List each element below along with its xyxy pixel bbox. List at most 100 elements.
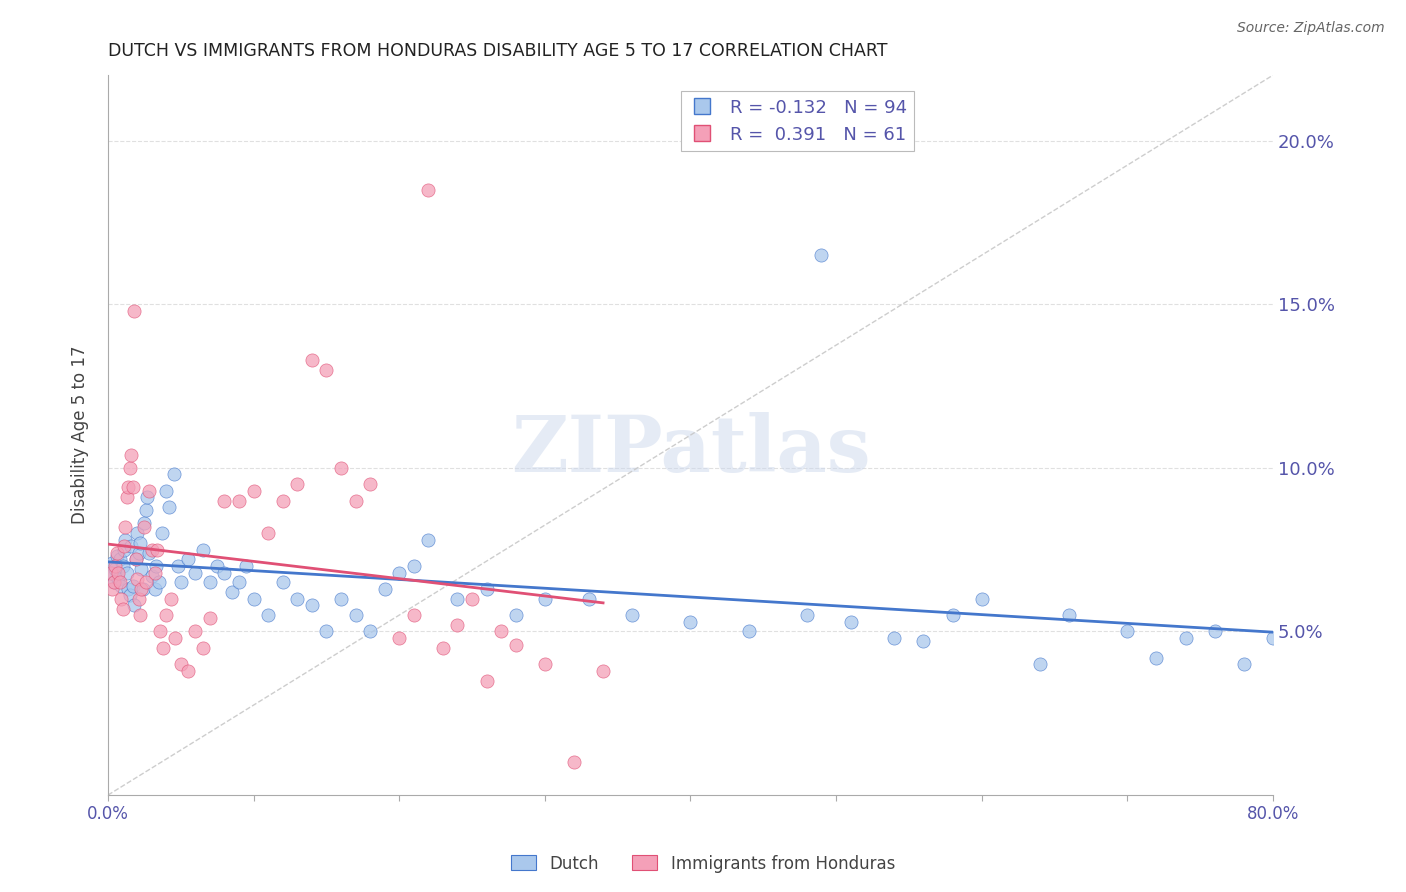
- Point: [162, 467, 184, 482]
- Point: [100, 566, 122, 580]
- Point: [138, 483, 160, 498]
- Point: [117, 582, 139, 596]
- Point: [157, 500, 180, 515]
- Point: [1364, 631, 1386, 645]
- Point: [145, 559, 167, 574]
- Point: [418, 533, 440, 547]
- Point: [446, 591, 468, 606]
- Y-axis label: Disability Age 5 to 17: Disability Age 5 to 17: [72, 346, 89, 524]
- Point: [111, 601, 134, 615]
- Point: [108, 552, 131, 566]
- Point: [122, 303, 145, 318]
- Point: [388, 566, 411, 580]
- Point: [112, 542, 135, 557]
- Point: [446, 618, 468, 632]
- Point: [127, 572, 149, 586]
- Point: [143, 566, 166, 580]
- Point: [141, 569, 163, 583]
- Point: [148, 575, 170, 590]
- Point: [214, 566, 236, 580]
- Point: [146, 542, 169, 557]
- Point: [107, 572, 129, 586]
- Point: [475, 582, 498, 596]
- Point: [136, 491, 159, 505]
- Point: [1305, 624, 1327, 639]
- Point: [285, 591, 308, 606]
- Point: [221, 585, 243, 599]
- Text: ZIPatlas: ZIPatlas: [510, 411, 870, 488]
- Point: [1277, 618, 1299, 632]
- Point: [103, 575, 125, 590]
- Point: [228, 575, 250, 590]
- Point: [475, 673, 498, 688]
- Point: [124, 552, 146, 566]
- Point: [127, 526, 149, 541]
- Point: [562, 756, 585, 770]
- Point: [128, 591, 150, 606]
- Point: [578, 591, 600, 606]
- Point: [359, 624, 381, 639]
- Point: [103, 575, 125, 590]
- Point: [108, 575, 131, 590]
- Point: [592, 664, 614, 678]
- Point: [271, 493, 294, 508]
- Point: [344, 608, 367, 623]
- Point: [124, 552, 146, 566]
- Point: [257, 526, 280, 541]
- Point: [110, 579, 132, 593]
- Point: [107, 566, 129, 580]
- Point: [505, 638, 527, 652]
- Point: [128, 546, 150, 560]
- Point: [1233, 657, 1256, 672]
- Point: [141, 542, 163, 557]
- Point: [374, 582, 396, 596]
- Point: [170, 657, 193, 672]
- Point: [839, 615, 862, 629]
- Point: [489, 624, 512, 639]
- Point: [184, 566, 207, 580]
- Point: [120, 448, 142, 462]
- Point: [159, 591, 181, 606]
- Point: [120, 540, 142, 554]
- Legend: Dutch, Immigrants from Honduras: Dutch, Immigrants from Honduras: [505, 848, 901, 880]
- Point: [271, 575, 294, 590]
- Point: [402, 608, 425, 623]
- Point: [1393, 618, 1406, 632]
- Point: [110, 591, 132, 606]
- Point: [344, 493, 367, 508]
- Point: [402, 559, 425, 574]
- Point: [242, 483, 264, 498]
- Text: DUTCH VS IMMIGRANTS FROM HONDURAS DISABILITY AGE 5 TO 17 CORRELATION CHART: DUTCH VS IMMIGRANTS FROM HONDURAS DISABI…: [108, 42, 887, 60]
- Point: [432, 640, 454, 655]
- Point: [257, 608, 280, 623]
- Point: [191, 542, 214, 557]
- Point: [131, 582, 153, 596]
- Point: [621, 608, 644, 623]
- Point: [679, 615, 702, 629]
- Point: [191, 640, 214, 655]
- Point: [912, 634, 935, 648]
- Point: [155, 608, 177, 623]
- Point: [118, 589, 141, 603]
- Point: [301, 352, 323, 367]
- Point: [135, 503, 157, 517]
- Point: [118, 461, 141, 475]
- Point: [149, 624, 172, 639]
- Point: [112, 540, 135, 554]
- Point: [1029, 657, 1052, 672]
- Point: [121, 579, 143, 593]
- Point: [198, 575, 221, 590]
- Point: [129, 536, 152, 550]
- Point: [134, 516, 156, 531]
- Point: [115, 491, 138, 505]
- Point: [810, 248, 832, 262]
- Point: [100, 566, 122, 580]
- Point: [388, 631, 411, 645]
- Point: [1057, 608, 1080, 623]
- Point: [114, 520, 136, 534]
- Point: [101, 582, 124, 596]
- Point: [121, 481, 143, 495]
- Point: [111, 559, 134, 574]
- Point: [1116, 624, 1139, 639]
- Point: [418, 183, 440, 197]
